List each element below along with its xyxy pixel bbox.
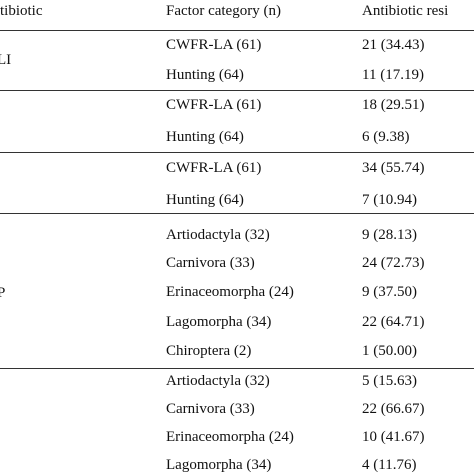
- cell: Lagomorpha (34): [166, 314, 272, 330]
- cell: 1 (50.00): [362, 343, 417, 359]
- cell: 7 (10.94): [362, 192, 417, 208]
- cell: Lagomorpha (34): [166, 457, 272, 473]
- cell: CWFR-LA (61): [166, 97, 262, 113]
- cell: Erinaceomorpha (24): [166, 429, 294, 445]
- cell: Chiroptera (2): [166, 343, 252, 359]
- group-rule: [0, 90, 474, 91]
- cell: 9 (28.13): [362, 227, 417, 243]
- header-cell: Antibiotic resi: [362, 3, 449, 19]
- cell: CWFR-LA (61): [166, 160, 262, 176]
- cell: 4 (11.76): [362, 457, 417, 473]
- cell: 18 (29.51): [362, 97, 425, 113]
- cell: 34 (55.74): [362, 160, 425, 176]
- cell: Artiodactyla (32): [166, 373, 270, 389]
- cell: 22 (66.67): [362, 401, 425, 417]
- group-label: P: [0, 285, 6, 301]
- cell: 21 (34.43): [362, 37, 425, 53]
- group-rule: [0, 368, 474, 369]
- group-rule: [0, 213, 474, 214]
- header-cell: tibiotic: [0, 3, 43, 19]
- cell: Artiodactyla (32): [166, 227, 270, 243]
- cell: 5 (15.63): [362, 373, 417, 389]
- cell: Hunting (64): [166, 67, 244, 83]
- cell: Hunting (64): [166, 192, 244, 208]
- cell: CWFR-LA (61): [166, 37, 262, 53]
- cell: 22 (64.71): [362, 314, 425, 330]
- cell: 9 (37.50): [362, 284, 417, 300]
- cell: Carnivora (33): [166, 401, 255, 417]
- header-cell: Factor category (n): [166, 3, 281, 19]
- cell: Erinaceomorpha (24): [166, 284, 294, 300]
- group-rule: [0, 152, 474, 153]
- cell: Carnivora (33): [166, 255, 255, 271]
- cell: Hunting (64): [166, 129, 244, 145]
- cell: 24 (72.73): [362, 255, 425, 271]
- header-rule: [0, 30, 474, 31]
- cell: 10 (41.67): [362, 429, 425, 445]
- cell: 6 (9.38): [362, 129, 410, 145]
- group-label: LI: [0, 52, 12, 68]
- cell: 11 (17.19): [362, 67, 424, 83]
